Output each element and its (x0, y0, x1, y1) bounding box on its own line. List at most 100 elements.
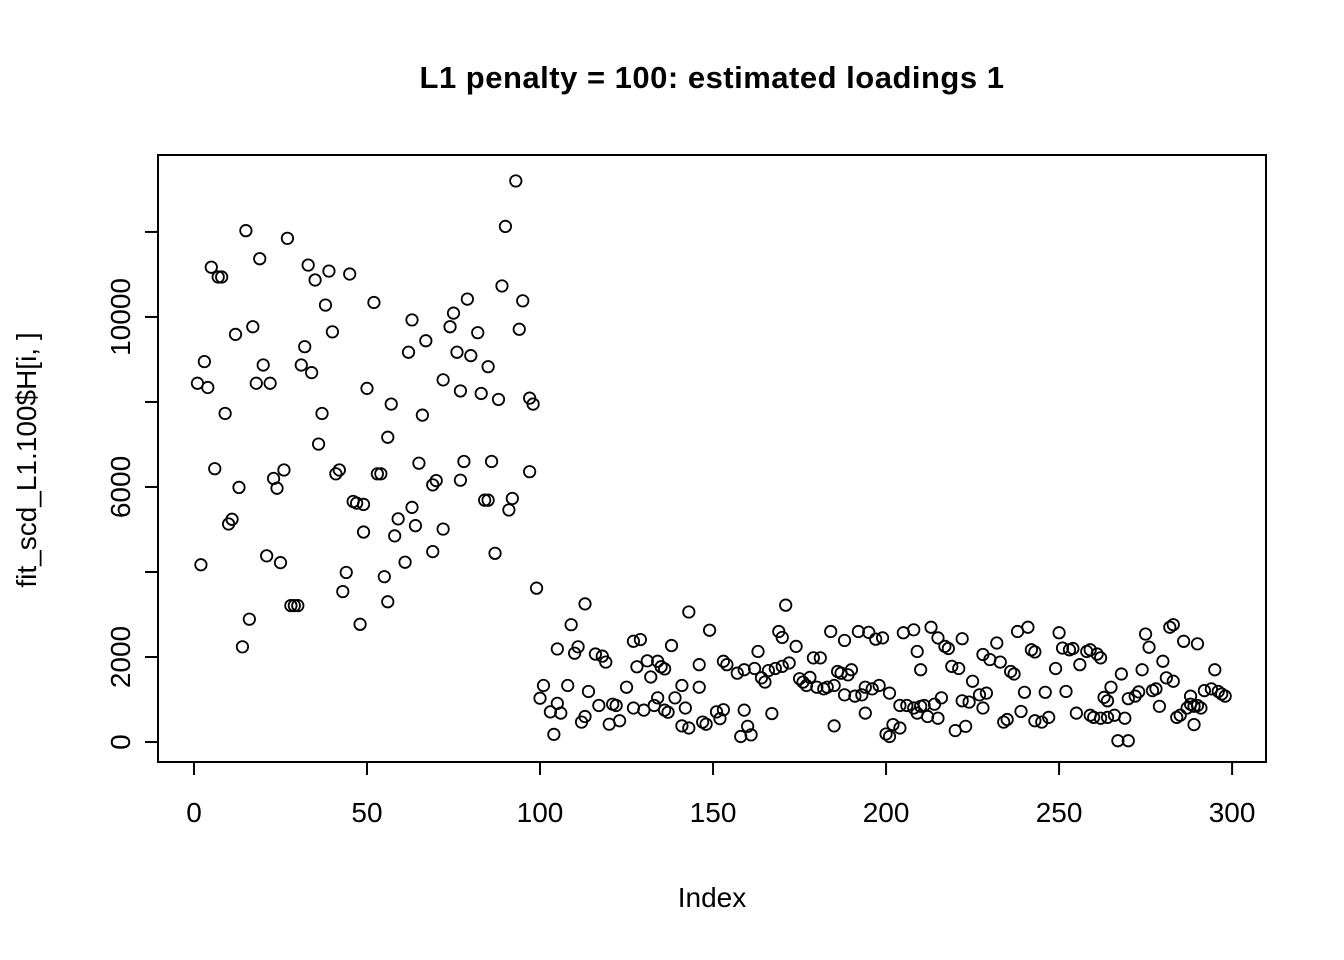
data-point (550, 642, 564, 656)
data-point (990, 636, 1004, 650)
data-point (588, 647, 602, 661)
data-point (260, 549, 274, 563)
data-point (737, 703, 751, 717)
data-point (657, 662, 672, 676)
data-point (568, 646, 582, 660)
data-point (1090, 647, 1104, 661)
x-tick-label: 100 (517, 797, 564, 828)
data-point (914, 663, 928, 677)
data-point (1118, 711, 1132, 725)
data-point (1097, 690, 1111, 704)
x-tick-label: 300 (1209, 797, 1256, 828)
plot-box (157, 154, 1267, 763)
data-point (775, 630, 789, 645)
data-point (910, 644, 924, 659)
data-point (332, 463, 346, 477)
data-point (741, 719, 755, 733)
data-point (235, 640, 250, 654)
data-point (1014, 704, 1028, 719)
data-point (872, 678, 886, 693)
data-point (343, 267, 357, 281)
data-point (713, 712, 727, 726)
y-tick-label: 0 (105, 734, 136, 750)
data-point (388, 529, 402, 543)
data-point (488, 546, 502, 560)
data-point (1083, 643, 1097, 657)
data-point (350, 496, 364, 510)
data-point (529, 581, 544, 595)
y-tick-label: 2000 (105, 626, 136, 688)
data-point (952, 661, 966, 676)
data-point (498, 219, 513, 234)
data-point (806, 651, 820, 665)
data-point (228, 327, 243, 341)
data-point (1000, 712, 1014, 727)
data-point (1066, 641, 1080, 656)
data-point (702, 623, 717, 637)
data-point (758, 675, 772, 689)
data-point (875, 631, 890, 645)
data-point (273, 556, 288, 570)
data-point (1055, 641, 1070, 655)
data-point (668, 691, 682, 705)
data-point (322, 264, 336, 278)
data-point (405, 500, 419, 514)
data-point (509, 174, 523, 188)
data-point (820, 680, 834, 694)
data-point (1152, 699, 1167, 713)
data-point (315, 406, 329, 421)
data-point (1166, 674, 1180, 688)
data-point (675, 719, 689, 733)
data-point (561, 678, 575, 693)
data-point (1104, 680, 1118, 694)
data-point (1049, 661, 1063, 676)
data-point (979, 686, 994, 700)
data-point (751, 644, 765, 659)
data-point (1093, 711, 1108, 725)
data-point (962, 695, 976, 709)
data-point (1128, 689, 1142, 703)
data-point (1138, 627, 1153, 641)
data-point (412, 456, 426, 470)
data-point (533, 691, 547, 705)
data-point (851, 624, 865, 639)
data-point (619, 680, 634, 694)
data-point (481, 360, 495, 374)
data-point (879, 727, 893, 741)
data-point (370, 467, 384, 481)
data-point (270, 481, 284, 495)
data-point (481, 493, 495, 507)
data-point (225, 512, 239, 526)
data-point (564, 618, 578, 632)
data-point (637, 703, 651, 717)
data-point (211, 270, 225, 284)
x-tick-label: 50 (351, 797, 382, 828)
data-point (381, 430, 395, 444)
data-point (287, 598, 301, 613)
data-point (955, 632, 969, 646)
data-point (865, 682, 879, 696)
data-point (959, 719, 973, 733)
data-point (709, 705, 724, 719)
data-point (699, 717, 713, 731)
data-point (931, 631, 945, 645)
data-point (858, 680, 872, 694)
data-point (484, 454, 499, 469)
data-point (775, 659, 789, 673)
data-point (1021, 620, 1035, 634)
data-point (858, 706, 872, 720)
data-point (505, 491, 519, 506)
data-point (429, 474, 443, 488)
data-point (744, 728, 758, 742)
data-point (215, 270, 229, 284)
data-point (931, 711, 945, 725)
data-point (720, 658, 734, 672)
data-point (426, 478, 440, 492)
data-point (325, 325, 340, 339)
data-point (869, 632, 883, 646)
data-point (626, 701, 641, 715)
data-point (391, 512, 405, 526)
data-point (415, 408, 429, 422)
